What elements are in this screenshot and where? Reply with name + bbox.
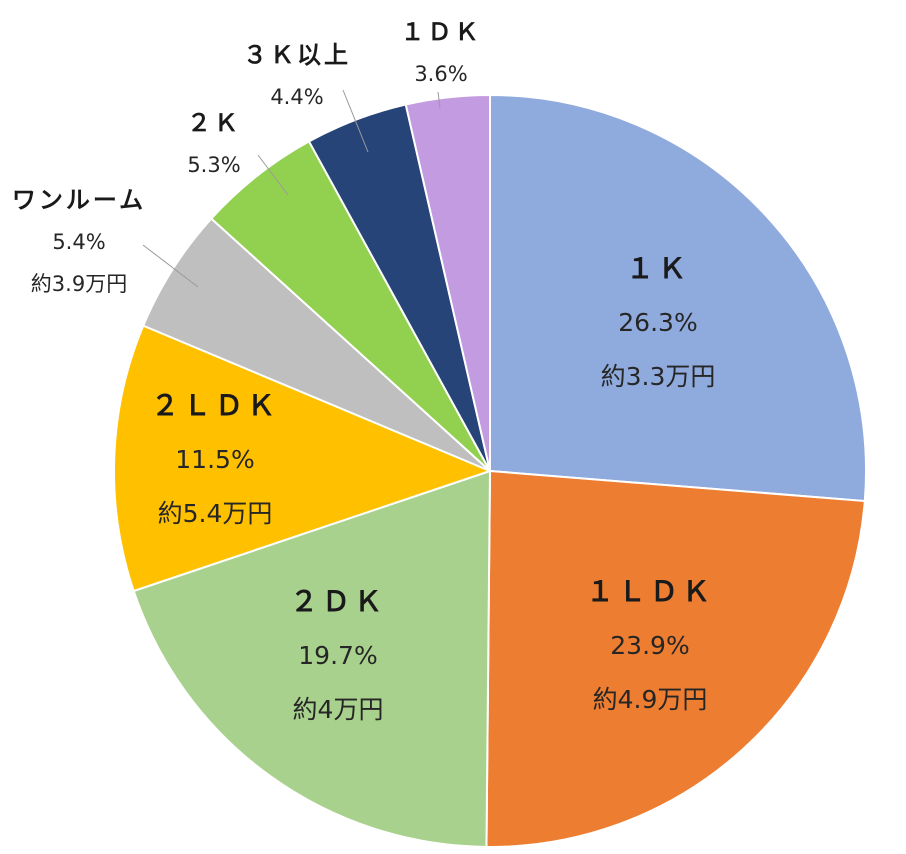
slice-label-price: 約3.9万円 bbox=[31, 272, 127, 296]
leader-lines-layer bbox=[142, 89, 441, 288]
slice-label-category: ワンルーム bbox=[12, 186, 146, 214]
slice-label-price: 約4万円 bbox=[293, 695, 384, 724]
slice-label-percent: 26.3% bbox=[618, 308, 697, 337]
slice-label-percent: 4.4% bbox=[270, 85, 323, 109]
slice-label-percent: 5.4% bbox=[52, 230, 105, 254]
slice-2 bbox=[132, 469, 492, 848]
slice-label-category: ２ＬＤＫ bbox=[151, 389, 279, 422]
slice-label-percent: 23.9% bbox=[610, 631, 689, 660]
slice-label-category: １ＬＤＫ bbox=[586, 575, 714, 608]
leader-line-6 bbox=[342, 89, 369, 153]
slice-label-category: ２Ｋ bbox=[187, 109, 241, 137]
slice-label-percent: 3.6% bbox=[414, 62, 467, 86]
slice-label-category: ３Ｋ以上 bbox=[243, 41, 351, 69]
slice-label-category: １ＤＫ bbox=[401, 18, 482, 46]
slice-0 bbox=[489, 93, 867, 503]
slice-label-price: 約4.9万円 bbox=[593, 685, 708, 714]
slice-label-price: 約3.3万円 bbox=[601, 362, 716, 391]
slices-layer bbox=[113, 93, 867, 848]
slice-label-percent: 11.5% bbox=[175, 445, 254, 474]
slice-label-category: １Ｋ bbox=[626, 252, 690, 285]
slice-label-percent: 19.7% bbox=[298, 641, 377, 670]
leader-line-4 bbox=[142, 244, 199, 288]
slice-1 bbox=[485, 469, 866, 848]
leader-line-7 bbox=[437, 91, 441, 109]
slice-7 bbox=[404, 93, 491, 472]
slice-label-category: ２ＤＫ bbox=[290, 585, 386, 618]
slice-label-percent: 5.3% bbox=[187, 153, 240, 177]
slice-label-price: 約5.4万円 bbox=[158, 499, 273, 528]
labels-layer: １Ｋ 26.3% 約3.3万円 １ＬＤＫ 23.9% 約4.9万円 ２ＤＫ 19.7% 約4万円… bbox=[12, 18, 716, 724]
slice-3 bbox=[113, 324, 493, 593]
leader-line-5 bbox=[257, 154, 289, 196]
